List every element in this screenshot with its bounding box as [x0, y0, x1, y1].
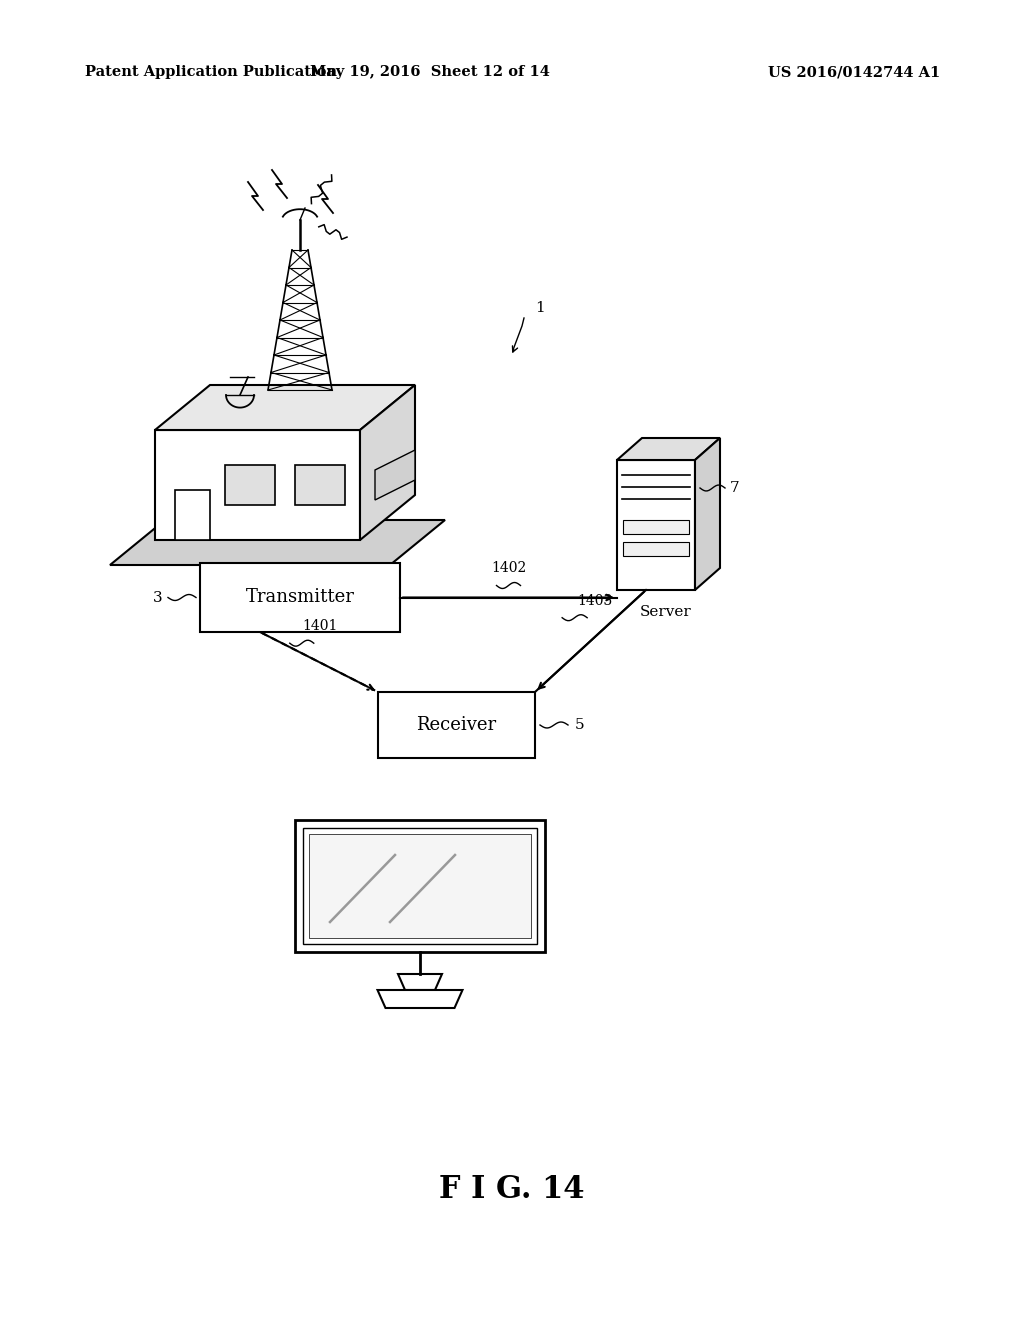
Polygon shape [309, 834, 531, 939]
Text: Patent Application Publication: Patent Application Publication [85, 65, 337, 79]
Text: 3: 3 [154, 590, 163, 605]
Polygon shape [623, 520, 689, 535]
Text: 1403: 1403 [578, 594, 612, 607]
Text: US 2016/0142744 A1: US 2016/0142744 A1 [768, 65, 940, 79]
Polygon shape [303, 828, 537, 944]
Polygon shape [398, 974, 442, 990]
Text: F I G. 14: F I G. 14 [439, 1175, 585, 1205]
Polygon shape [617, 438, 720, 459]
Polygon shape [110, 520, 445, 565]
Polygon shape [295, 820, 545, 952]
Polygon shape [623, 543, 689, 556]
Polygon shape [617, 459, 695, 590]
Polygon shape [378, 990, 463, 1008]
Polygon shape [155, 385, 415, 430]
Polygon shape [295, 465, 345, 506]
Text: 7: 7 [730, 480, 739, 495]
Polygon shape [375, 450, 415, 500]
Polygon shape [695, 438, 720, 590]
Text: May 19, 2016  Sheet 12 of 14: May 19, 2016 Sheet 12 of 14 [310, 65, 550, 79]
Text: Receiver: Receiver [417, 715, 497, 734]
Polygon shape [175, 490, 210, 540]
Polygon shape [360, 385, 415, 540]
Text: 1402: 1402 [490, 561, 526, 576]
Text: Transmitter: Transmitter [246, 589, 354, 606]
Text: Server: Server [640, 605, 692, 619]
Text: 1: 1 [535, 301, 545, 315]
Text: 1401: 1401 [303, 619, 338, 634]
Polygon shape [155, 430, 360, 540]
Polygon shape [200, 564, 400, 632]
Polygon shape [378, 692, 535, 758]
Text: 5: 5 [575, 718, 585, 733]
Polygon shape [225, 465, 275, 506]
